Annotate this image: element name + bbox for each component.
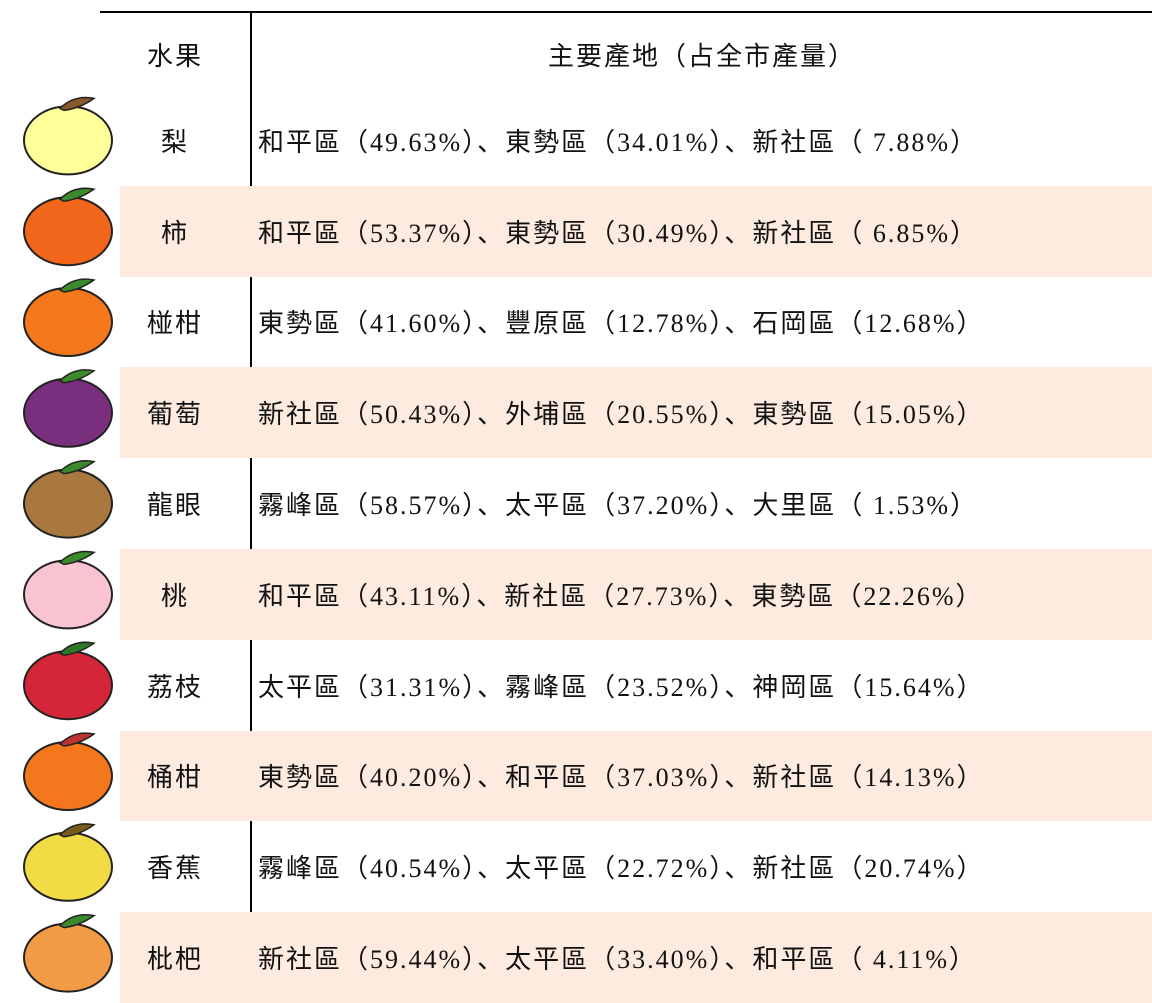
fruit-icons xyxy=(0,0,130,1003)
header-origin: 主要產地（占全市產量） xyxy=(252,13,1152,95)
icon-shape xyxy=(24,197,112,265)
origin-text: 新社區（59.44%）、太平區（33.40%）、和平區（ 4.11%） xyxy=(258,912,1152,1003)
page: 水果主要產地（占全市產量）梨和平區（49.63%）、東勢區（34.01%）、新社… xyxy=(0,0,1152,1003)
icon-shape xyxy=(24,742,112,810)
icon-shape xyxy=(24,651,112,719)
icon-shape xyxy=(24,288,112,356)
origin-text: 霧峰區（40.54%）、太平區（22.72%）、新社區（20.74%） xyxy=(258,821,1152,912)
origin-text: 東勢區（40.20%）、和平區（37.03%）、新社區（14.13%） xyxy=(258,731,1152,822)
icon-shape xyxy=(24,379,112,447)
origin-text: 太平區（31.31%）、霧峰區（23.52%）、神岡區（15.64%） xyxy=(258,640,1152,731)
icon-shape xyxy=(24,833,112,901)
origin-text: 霧峰區（58.57%）、太平區（37.20%）、大里區（ 1.53%） xyxy=(258,458,1152,549)
icon-shape xyxy=(24,470,112,538)
origin-text: 和平區（49.63%）、東勢區（34.01%）、新社區（ 7.88%） xyxy=(258,95,1152,186)
origin-text: 新社區（50.43%）、外埔區（20.55%）、東勢區（15.05%） xyxy=(258,367,1152,458)
icon-shape xyxy=(24,924,112,992)
column-divider xyxy=(250,11,252,1003)
icon-shape xyxy=(24,560,112,628)
origin-text: 東勢區（41.60%）、豐原區（12.78%）、石岡區（12.68%） xyxy=(258,277,1152,368)
origin-text: 和平區（53.37%）、東勢區（30.49%）、新社區（ 6.85%） xyxy=(258,186,1152,277)
icon-shape xyxy=(24,106,112,174)
origin-text: 和平區（43.11%）、新社區（27.73%）、東勢區（22.26%） xyxy=(258,549,1152,640)
